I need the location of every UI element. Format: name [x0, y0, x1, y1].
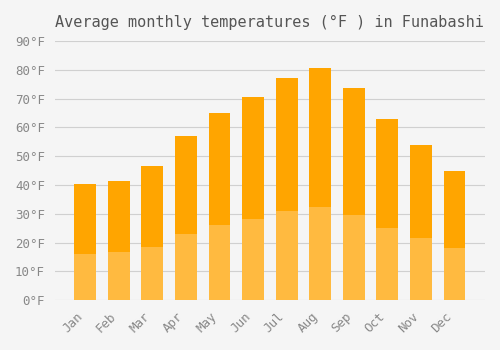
Bar — [175, 234, 197, 300]
Bar — [108, 181, 130, 300]
Bar — [74, 253, 96, 300]
Bar — [310, 208, 331, 300]
Bar — [175, 136, 197, 300]
Bar — [343, 89, 364, 300]
Bar — [376, 119, 398, 300]
Bar — [444, 170, 466, 300]
Title: Average monthly temperatures (°F ) in Funabashi: Average monthly temperatures (°F ) in Fu… — [56, 15, 484, 30]
Bar — [142, 166, 164, 300]
Bar — [410, 145, 432, 300]
Bar — [242, 97, 264, 300]
Bar — [410, 238, 432, 300]
Bar — [242, 219, 264, 300]
Bar — [276, 211, 297, 300]
Bar — [208, 113, 231, 300]
Bar — [376, 228, 398, 300]
Bar — [108, 252, 130, 300]
Bar — [74, 183, 96, 300]
Bar — [444, 248, 466, 300]
Bar — [310, 68, 331, 300]
Bar — [343, 216, 364, 300]
Bar — [142, 247, 164, 300]
Bar — [276, 78, 297, 300]
Bar — [208, 225, 231, 300]
